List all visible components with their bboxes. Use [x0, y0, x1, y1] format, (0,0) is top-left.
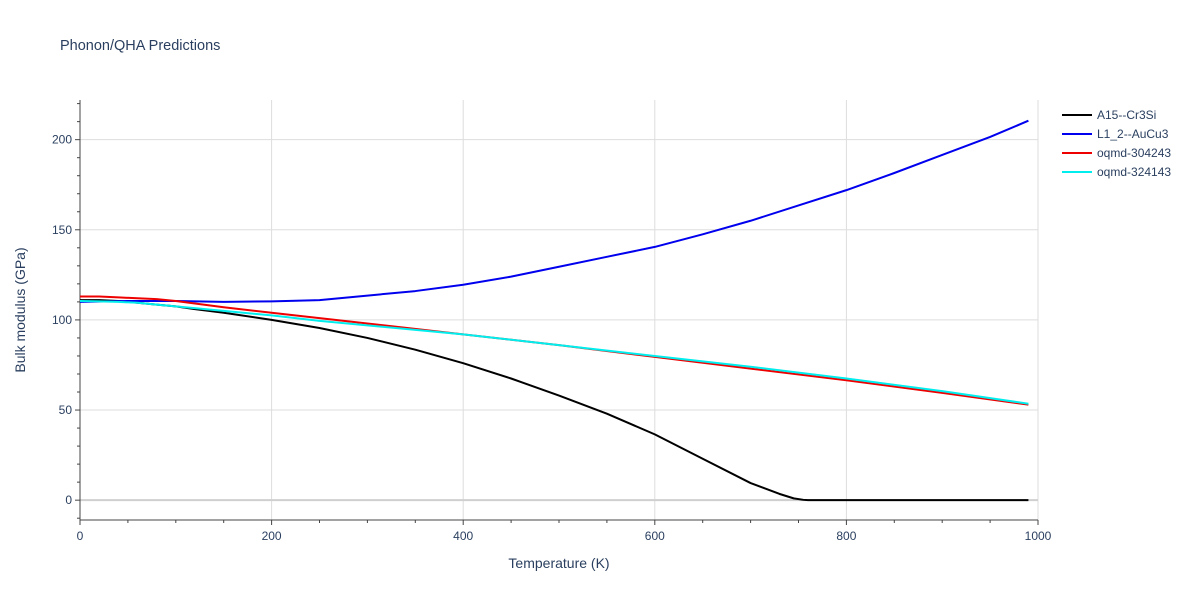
- legend-label: oqmd-324143: [1097, 165, 1171, 179]
- y-tick-label: 0: [65, 493, 72, 507]
- y-tick-label: 50: [59, 403, 73, 417]
- y-tick-label: 100: [52, 313, 72, 327]
- series-line-1: [80, 119, 1029, 303]
- series-line-2: [80, 295, 1029, 406]
- legend-label: L1_2--AuCu3: [1097, 127, 1169, 141]
- series-lines: [80, 119, 1029, 502]
- x-tick-label: 200: [262, 529, 282, 543]
- x-tick-label: 800: [836, 529, 856, 543]
- axes: [75, 100, 1039, 525]
- x-tick-label: 400: [453, 529, 473, 543]
- tick-labels: 0 200 400 600 800 1000 0 50 100 150 200: [52, 133, 1052, 543]
- legend-label: A15--Cr3Si: [1097, 108, 1156, 122]
- y-tick-label: 150: [52, 223, 72, 237]
- legend[interactable]: A15--Cr3Si L1_2--AuCu3 oqmd-304243 oqmd-324…: [1062, 108, 1171, 179]
- legend-label: oqmd-304243: [1097, 146, 1171, 160]
- plot-area: [80, 119, 1029, 502]
- x-tick-label: 600: [645, 529, 665, 543]
- legend-item-0[interactable]: A15--Cr3Si: [1062, 108, 1156, 122]
- series-line-3: [80, 299, 1029, 405]
- x-tick-label: 1000: [1025, 529, 1052, 543]
- legend-item-1[interactable]: L1_2--AuCu3: [1062, 127, 1169, 141]
- x-tick-label: 0: [77, 529, 84, 543]
- x-axis-title: Temperature (K): [508, 555, 609, 571]
- chart-title: Phonon/QHA Predictions: [60, 38, 220, 54]
- legend-item-3[interactable]: oqmd-324143: [1062, 165, 1171, 179]
- y-axis-title: Bulk modulus (GPa): [12, 247, 28, 372]
- y-tick-label: 200: [52, 133, 72, 147]
- legend-item-2[interactable]: oqmd-304243: [1062, 146, 1171, 160]
